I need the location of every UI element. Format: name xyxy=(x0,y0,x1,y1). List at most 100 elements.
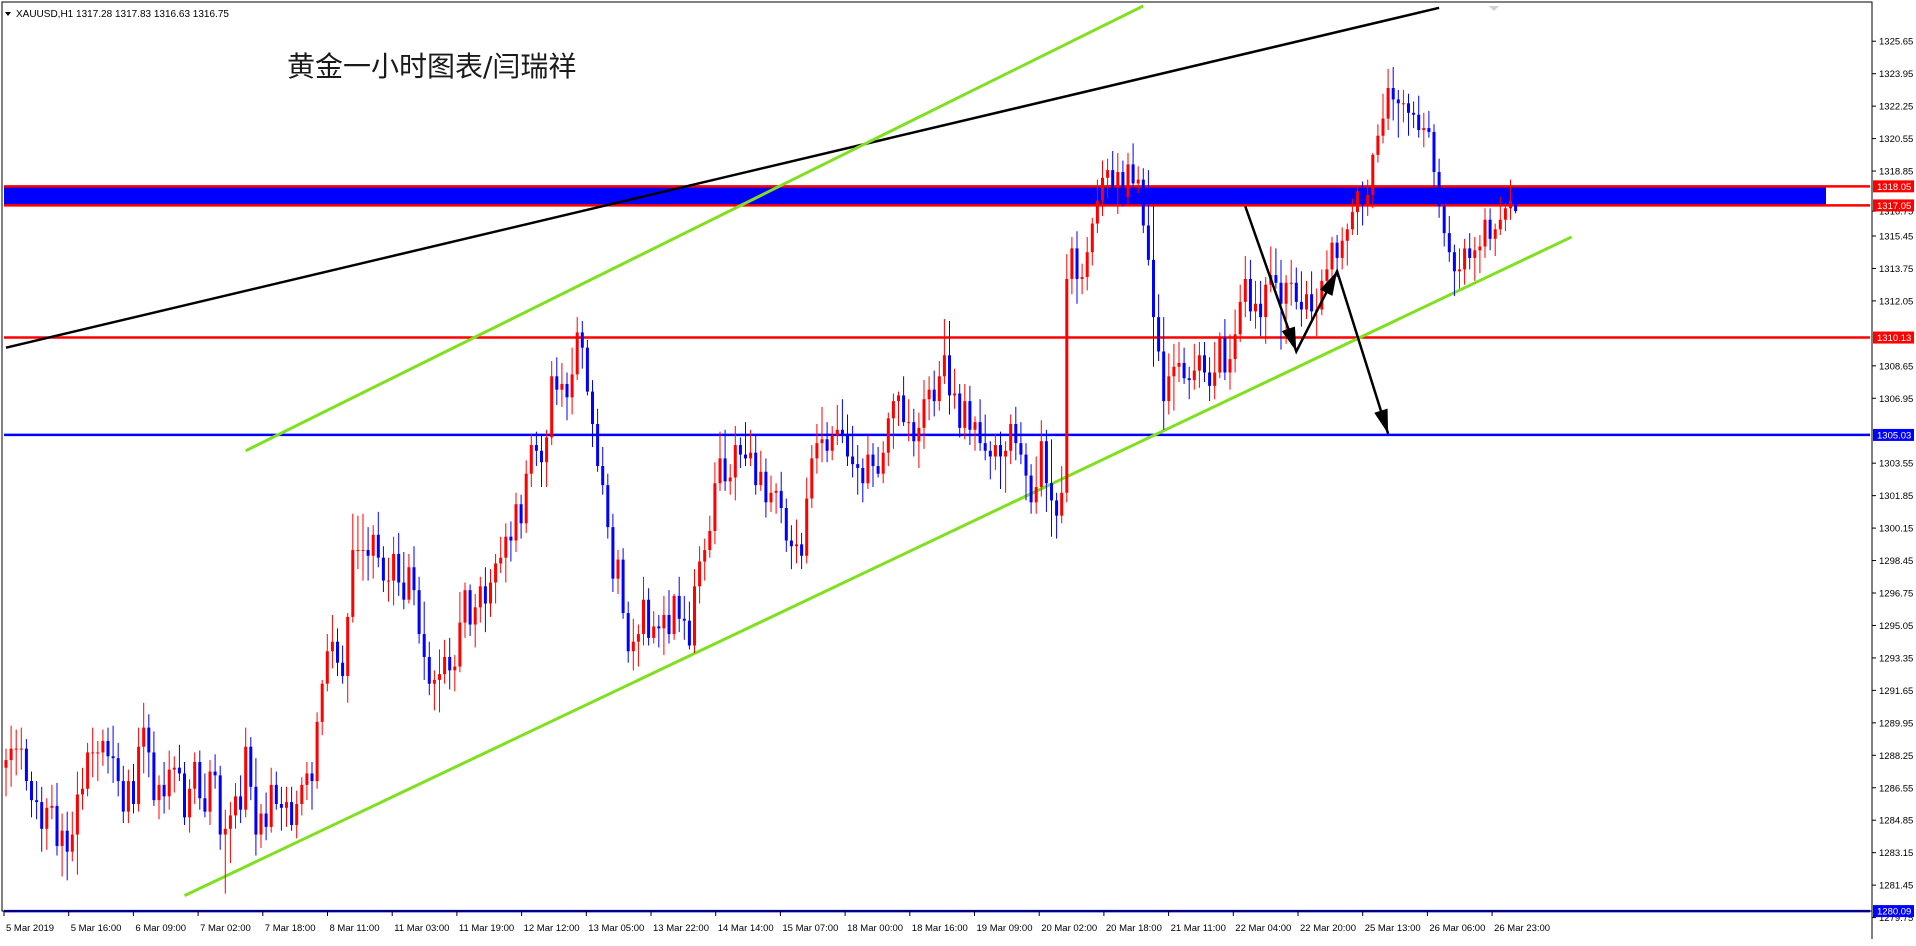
price-label-box xyxy=(1873,331,1914,344)
candle-body xyxy=(585,347,589,392)
candle xyxy=(795,519,798,564)
candle-body xyxy=(514,504,518,541)
candle xyxy=(172,756,176,793)
candle xyxy=(198,750,202,810)
x-tick-label: 15 Mar 07:00 xyxy=(782,923,838,934)
y-tick-label: 1308.65 xyxy=(1879,361,1913,372)
candle-body xyxy=(963,401,967,428)
y-tick-label: 1300.15 xyxy=(1879,524,1913,535)
candle-body xyxy=(1294,282,1298,302)
candle-body xyxy=(866,454,870,484)
candle xyxy=(927,376,931,421)
candle xyxy=(1039,420,1043,497)
candle xyxy=(412,546,416,606)
candle-body xyxy=(4,760,8,768)
candle xyxy=(953,368,957,409)
candle-body xyxy=(208,771,212,812)
candle-body xyxy=(1468,248,1472,258)
candle xyxy=(1401,89,1405,123)
candle-body xyxy=(805,498,809,556)
candle xyxy=(366,527,370,581)
candle xyxy=(60,813,64,877)
candle-body xyxy=(1095,200,1099,224)
candle-body xyxy=(489,582,492,604)
candle xyxy=(1213,341,1217,400)
candle-body xyxy=(835,429,839,436)
candle xyxy=(1299,271,1303,327)
chart-menu-triangle-icon[interactable] xyxy=(5,12,11,16)
candle xyxy=(279,786,283,831)
candle xyxy=(1509,179,1512,220)
candle-body xyxy=(1172,366,1176,377)
candle xyxy=(983,414,987,461)
candle-body xyxy=(427,656,431,684)
candle xyxy=(75,771,79,875)
candle-body xyxy=(1396,99,1400,104)
candle xyxy=(1447,215,1451,262)
candle-body xyxy=(922,399,926,428)
candle-body xyxy=(657,626,661,629)
candle-body xyxy=(1060,492,1064,516)
candle-body xyxy=(346,616,350,677)
candle xyxy=(575,317,579,381)
price-label: 1280.09 xyxy=(1873,905,1914,918)
candle-body xyxy=(555,376,559,390)
candle-body xyxy=(468,590,472,625)
candle-body xyxy=(402,582,406,600)
candle xyxy=(728,464,732,495)
candle xyxy=(1432,124,1436,194)
candle xyxy=(693,569,696,654)
candle xyxy=(1075,231,1079,304)
candle xyxy=(208,760,212,825)
projection-arrow-head xyxy=(1319,271,1338,296)
candle xyxy=(489,569,492,617)
candle-body xyxy=(412,567,416,591)
candle-body xyxy=(137,746,141,804)
shift-marker-icon[interactable] xyxy=(1489,6,1499,11)
candle xyxy=(596,408,600,472)
candle xyxy=(942,319,946,384)
candle-body xyxy=(417,590,421,635)
candle-body xyxy=(540,450,543,463)
candle-body xyxy=(1004,450,1008,457)
candle xyxy=(50,784,54,820)
x-tick-label: 18 Mar 00:00 xyxy=(847,923,903,934)
candle-body xyxy=(1325,269,1329,281)
candle xyxy=(820,406,824,463)
candle xyxy=(1080,263,1084,295)
candle-body xyxy=(75,794,79,835)
candle-body xyxy=(264,813,268,827)
candle xyxy=(1243,256,1247,318)
candle-body xyxy=(453,666,457,671)
candle-body xyxy=(662,614,666,629)
candle-body xyxy=(856,464,860,468)
candle-body xyxy=(667,614,671,635)
candle xyxy=(1463,238,1467,285)
candle-body xyxy=(142,727,146,747)
candle xyxy=(86,742,90,797)
candle xyxy=(825,422,829,463)
candle xyxy=(636,624,640,667)
candle xyxy=(142,702,146,774)
candle xyxy=(1111,151,1115,197)
candle-body xyxy=(116,758,120,782)
candle xyxy=(534,431,538,467)
candle xyxy=(866,435,870,489)
candle-body xyxy=(1197,355,1201,371)
candle xyxy=(320,679,324,736)
candle-body xyxy=(1233,334,1237,360)
candle-body xyxy=(279,803,283,808)
y-tick-label: 1323.95 xyxy=(1879,69,1913,80)
candle xyxy=(1141,168,1145,234)
candle-body xyxy=(810,458,814,499)
candle-body xyxy=(647,599,651,638)
candle-body xyxy=(1014,424,1018,444)
y-tick-label: 1295.05 xyxy=(1879,621,1913,632)
candle-body xyxy=(626,613,630,652)
candle-body xyxy=(101,740,105,753)
candle-body xyxy=(616,559,620,579)
candle-body xyxy=(1208,372,1212,386)
candle-body xyxy=(60,830,64,846)
candle xyxy=(376,511,380,568)
